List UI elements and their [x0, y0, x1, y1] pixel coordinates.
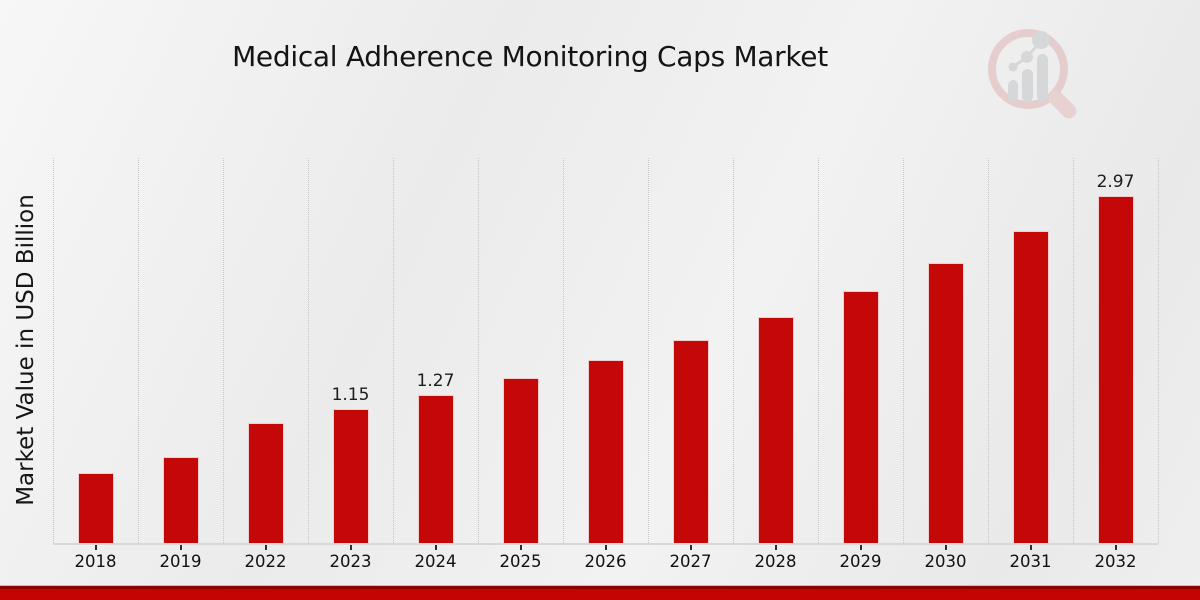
- x-tick-label: 2030: [924, 552, 967, 571]
- logo-dot-icon: [1021, 51, 1033, 63]
- bar-2030: [927, 263, 964, 543]
- gridline: [648, 158, 649, 543]
- magnifier-handle-icon: [1048, 90, 1077, 119]
- bar-slot: [903, 158, 988, 543]
- x-tick-label: 2019: [159, 552, 202, 571]
- bar-slot: [648, 158, 733, 543]
- bar-2022: [247, 423, 284, 543]
- x-tick: [774, 545, 777, 550]
- x-tick-label: 2028: [754, 552, 797, 571]
- gridline: [308, 158, 309, 543]
- logo-dot-icon: [1008, 62, 1018, 72]
- x-tick-label: 2029: [839, 552, 882, 571]
- gridline: [563, 158, 564, 543]
- x-tick: [604, 545, 607, 550]
- x-tick: [689, 545, 692, 550]
- bar-slot: [478, 158, 563, 543]
- x-tick: [1029, 545, 1032, 550]
- bar-slot: 1.27: [393, 158, 478, 543]
- x-tick: [859, 545, 862, 550]
- logo-dot-icon: [1032, 31, 1050, 49]
- x-axis: 2018 2019 2022 2023 2024 2025 2026 2027 2028 2029…: [53, 545, 1158, 585]
- x-tick: [94, 545, 97, 550]
- bar-slot: [818, 158, 903, 543]
- bar-slot: [53, 158, 138, 543]
- x-tick-label: 2027: [669, 552, 712, 571]
- bar-slot: 2.97: [1073, 158, 1158, 543]
- plot-area: 1.15 1.27 2.97: [53, 158, 1159, 545]
- gridline: [478, 158, 479, 543]
- bar-slot: [223, 158, 308, 543]
- bar-2018: [77, 473, 114, 543]
- bar-slot: [733, 158, 818, 543]
- logo-bar-icon: [1022, 69, 1033, 102]
- footer-accent-bar: [0, 585, 1200, 600]
- bar-2019: [162, 457, 199, 543]
- bar-2029: [842, 291, 879, 543]
- gridline: [223, 158, 224, 543]
- x-tick-label: 2032: [1094, 552, 1137, 571]
- x-tick: [264, 545, 267, 550]
- gridline: [1073, 158, 1074, 543]
- x-tick: [519, 545, 522, 550]
- bar-2026: [587, 360, 624, 543]
- bar-slot: [563, 158, 648, 543]
- x-tick-label: 2026: [584, 552, 627, 571]
- gridline: [903, 158, 904, 543]
- bar-value-label: 1.27: [416, 371, 455, 391]
- bar-2023: [332, 409, 369, 543]
- bar-slot: 1.15: [308, 158, 393, 543]
- bar-slot: [988, 158, 1073, 543]
- gridline: [53, 158, 54, 543]
- market-research-magnifier-logo: [988, 29, 1077, 119]
- gridline: [393, 158, 394, 543]
- gridline: [733, 158, 734, 543]
- gridline: [818, 158, 819, 543]
- chart-title: Medical Adherence Monitoring Caps Market: [232, 40, 828, 73]
- x-tick: [179, 545, 182, 550]
- gridline: [138, 158, 139, 543]
- magnifier-ring-icon: [988, 29, 1068, 109]
- x-tick: [944, 545, 947, 550]
- x-tick-label: 2018: [74, 552, 117, 571]
- y-axis-label: Market Value in USD Billion: [13, 194, 39, 506]
- logo-bar-icon: [1008, 80, 1018, 102]
- x-tick-label: 2022: [244, 552, 287, 571]
- x-tick-label: 2025: [499, 552, 542, 571]
- bar-2031: [1012, 231, 1049, 543]
- bar-value-label: 2.97: [1096, 172, 1135, 192]
- gridline: [988, 158, 989, 543]
- x-tick-label: 2024: [414, 552, 457, 571]
- bar-value-label: 1.15: [331, 385, 370, 405]
- logo-bar-icon: [1037, 54, 1048, 102]
- bar-2024: [417, 395, 454, 543]
- bar-2025: [502, 378, 539, 543]
- x-tick-label: 2031: [1009, 552, 1052, 571]
- x-tick: [349, 545, 352, 550]
- bar-2032: [1097, 196, 1134, 543]
- x-tick: [434, 545, 437, 550]
- x-tick: [1114, 545, 1117, 550]
- bar-2028: [757, 317, 794, 543]
- gridline: [1158, 158, 1159, 543]
- x-tick-label: 2023: [329, 552, 372, 571]
- bar-2027: [672, 340, 709, 543]
- bar-slot: [138, 158, 223, 543]
